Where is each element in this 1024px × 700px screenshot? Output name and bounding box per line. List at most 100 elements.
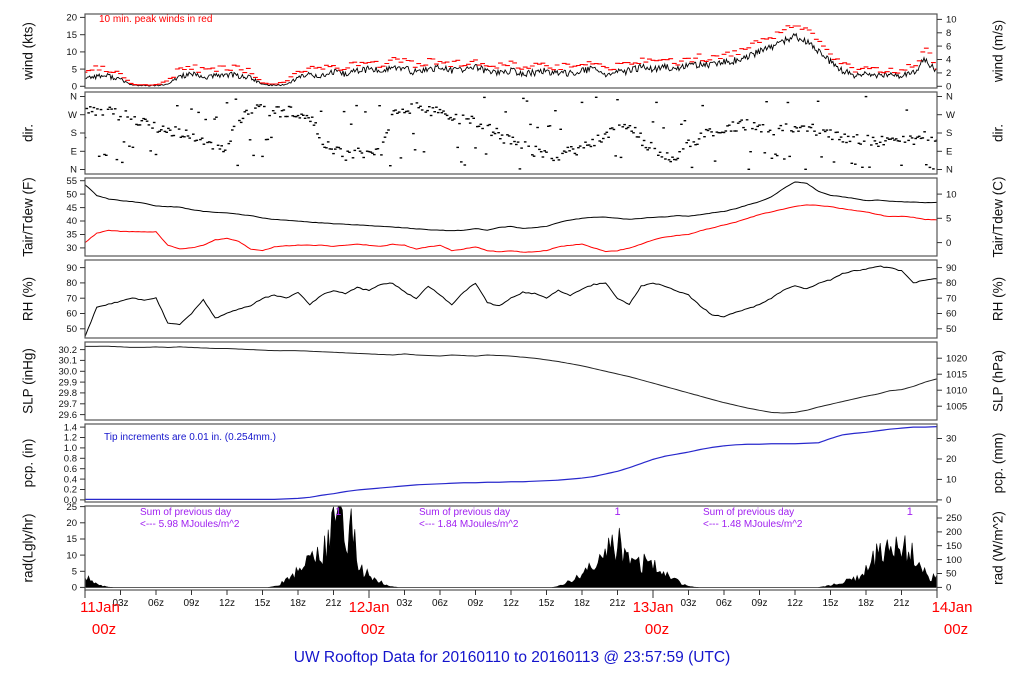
y-tick-label: 4 (946, 55, 951, 66)
figure-title: UW Rooftop Data for 20160110 to 20160113… (293, 649, 731, 666)
y-tick-label: 0 (946, 238, 951, 249)
x-minor-label: 03z (680, 598, 696, 609)
y-tick-label: 25 (66, 502, 77, 513)
pcp-tip-note: Tip increments are 0.01 in. (0.254mm.) (104, 432, 276, 443)
y-tick-label: 30 (66, 243, 77, 254)
y-tick-label: S (71, 128, 77, 139)
rad-sum-note-2-line1: Sum of previous day (419, 507, 511, 518)
x-minor-label: 09z (751, 598, 767, 609)
x-minor-label: 06z (716, 598, 732, 609)
x-minor-label: 15z (822, 598, 838, 609)
wind-right-axis-title: wind (m/s) (990, 19, 1006, 83)
panel-slp: 29.629.729.829.930.030.130.2 1005 1010 1015… (59, 341, 967, 421)
y-tick-label: 10 (946, 475, 957, 486)
rad-sum-note-1-line2: <--- 5.98 MJoules/m^2 (140, 518, 240, 530)
y-tick-label: N (70, 165, 77, 176)
rad-sum-note-3-line1: Sum of previous day (703, 507, 795, 518)
panel-border (84, 259, 938, 339)
y-tick-label: 40 (66, 216, 77, 227)
y-tick-label: 1005 (946, 401, 967, 412)
rad-sum-note-2: Sum of previous day <--- 1.84 MJoules/m^… (419, 507, 518, 530)
y-tick-label: 100 (946, 555, 962, 566)
y-tick-label: 50 (946, 324, 957, 335)
y-tick-label: 29.8 (59, 388, 78, 399)
x-major-time: 00z (645, 621, 669, 638)
y-tick-label: 10 (946, 15, 957, 26)
y-tick-label: 0 (72, 82, 77, 93)
rad-clip-marker: 1 (614, 506, 620, 518)
y-tick-label: S (946, 128, 952, 139)
x-minor-label: 18z (858, 598, 874, 609)
y-tick-label: 45 (66, 203, 77, 214)
y-tick-label: 60 (946, 309, 957, 320)
y-tick-label: 2 (946, 68, 951, 79)
y-tick-label: 1020 (946, 353, 967, 364)
rad-sum-note-3: Sum of previous day <--- 1.48 MJoules/m^… (703, 507, 802, 530)
x-minor-label: 12z (503, 598, 519, 609)
y-tick-label: 55 (66, 176, 77, 187)
y-tick-label: 250 (946, 513, 962, 524)
panel-rh: 50 60 70 80 90 50 60 70 80 90 (66, 259, 957, 339)
x-major-time: 00z (361, 621, 385, 638)
y-tick-label: E (946, 147, 952, 158)
y-tick-label: 1.0 (64, 443, 77, 454)
y-tick-label: 30 (946, 434, 957, 445)
pcp-left-axis-title: pcp. (in) (20, 438, 36, 488)
y-tick-label: 35 (66, 230, 77, 241)
y-tick-label: 20 (66, 518, 77, 529)
x-minor-label: 21z (325, 598, 341, 609)
slp-series (85, 345, 937, 414)
y-tick-label: 15 (66, 30, 77, 41)
y-tick-label: 5 (946, 214, 951, 225)
rad-sum-note-3-line2: <--- 1.48 MJoules/m^2 (703, 518, 803, 530)
rad-right-axis-title: rad (W/m^2) (990, 511, 1006, 585)
x-minor-label: 12z (787, 598, 803, 609)
panel-border (84, 423, 938, 503)
y-tick-label: 8 (946, 28, 951, 39)
y-tick-label: 6 (946, 41, 951, 52)
wind-peak-note: 10 min. peak winds in red (99, 14, 213, 25)
rad-clip-marker: 1 (907, 506, 913, 518)
x-minor-label: 09z (183, 598, 199, 609)
y-tick-label: 1010 (946, 385, 967, 396)
x-major-time: 00z (944, 621, 968, 638)
y-tick-label: 1.4 (64, 422, 77, 433)
y-tick-label: 30.1 (59, 356, 78, 367)
panel-border (84, 13, 938, 89)
x-minor-label: 06z (148, 598, 164, 609)
y-tick-label: 70 (946, 293, 957, 304)
y-tick-label: 10 (66, 47, 77, 58)
x-minor-label: 03z (112, 598, 128, 609)
y-tick-label: N (70, 92, 77, 103)
y-tick-label: W (946, 110, 955, 121)
y-tick-label: 0 (946, 82, 951, 93)
wind-avg-series (85, 32, 937, 87)
slp-left-axis-title: SLP (inHg) (20, 348, 36, 414)
y-tick-label: 50 (946, 569, 957, 580)
y-tick-label: 80 (946, 278, 957, 289)
y-tick-label: 150 (946, 541, 962, 552)
dir-left-axis-title: dir. (20, 123, 36, 143)
x-minor-label: 09z (467, 598, 483, 609)
y-tick-label: 90 (66, 263, 77, 274)
y-tick-label: 5 (72, 64, 77, 75)
wind-left-axis-title: wind (kts) (20, 22, 36, 80)
slp-right-axis-title: SLP (hPa) (990, 349, 1006, 413)
y-tick-label: 60 (66, 309, 77, 320)
x-major-date: 13Jan (633, 599, 674, 616)
tdew-series (85, 204, 937, 253)
x-minor-label: 21z (893, 598, 909, 609)
y-tick-label: 0.4 (64, 474, 77, 485)
x-minor-label: 03z (396, 598, 412, 609)
rh-series (85, 265, 937, 337)
y-tick-label: 0 (946, 583, 951, 594)
rad-left-axis-title: rad(Lgly/hr) (20, 513, 36, 583)
y-tick-label: 30.0 (59, 367, 78, 378)
y-tick-label: 0.8 (64, 454, 77, 465)
y-tick-label: 0.0 (64, 495, 77, 506)
y-tick-label: 29.9 (59, 377, 78, 388)
rad-sum-note-1-line1: Sum of previous day (140, 507, 232, 518)
